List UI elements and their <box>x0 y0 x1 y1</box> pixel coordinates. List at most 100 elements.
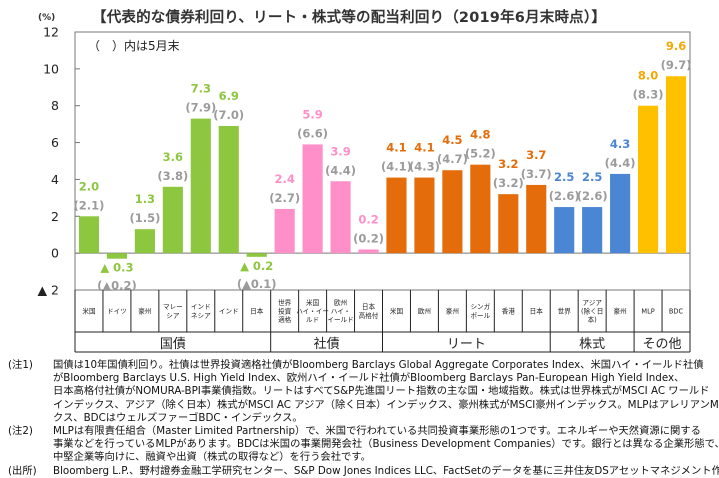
bar <box>554 207 575 254</box>
bar <box>442 170 463 254</box>
footnote-line: Bloomberg L.P.、野村證券金融工学研究センター、S&P Dow Jo… <box>53 464 719 477</box>
group-label: 株式 <box>579 337 605 352</box>
value-label: ▲ 0.3 <box>100 261 133 275</box>
category-label: BDC <box>669 308 684 316</box>
category-label: 日本 <box>530 307 544 316</box>
value-label: 2.5 <box>582 170 602 184</box>
bar <box>218 125 239 254</box>
value-label: 0.2 <box>358 212 378 226</box>
category-label: 米国 <box>306 298 320 307</box>
prev-value-label: (4.4) <box>605 156 636 170</box>
group-label: その他 <box>643 337 682 352</box>
footnote-head: (注2) <box>8 425 33 438</box>
footnote-line: MLPは有限責任組合（Master Limited Partnership）で、… <box>53 425 701 438</box>
y-tick-label: 0 <box>51 246 59 261</box>
y-tick-label: 8 <box>51 98 59 113</box>
value-label: 3.2 <box>498 157 518 171</box>
y-tick-label: 6 <box>51 135 59 150</box>
category-label: ネシア <box>191 312 211 320</box>
value-label: ▲ 0.2 <box>240 259 273 273</box>
bar <box>582 207 603 254</box>
footnote-head: (出所) <box>8 464 37 477</box>
category-label: 世界 <box>558 307 572 316</box>
y-tick-label: 10 <box>43 61 59 76</box>
category-label: イールド <box>327 316 353 324</box>
legend-note: （ ）内は5月末 <box>88 39 180 53</box>
category-label: 米国 <box>82 307 96 316</box>
footnote-body: Bloomberg L.P.、野村證券金融工学研究センター、S&P Dow Jo… <box>53 465 719 478</box>
category-label: 本) <box>588 315 597 324</box>
bar <box>190 118 211 254</box>
bar <box>414 177 435 254</box>
value-label: 3.9 <box>330 144 350 158</box>
category-label: 豪州 <box>446 307 459 316</box>
footnote-head: (注1) <box>8 359 33 371</box>
category-label: インド <box>219 308 239 316</box>
prev-value-label: (6.6) <box>297 126 328 140</box>
prev-value-label: (5.2) <box>465 147 496 161</box>
group-label: 社債 <box>314 336 340 352</box>
value-label: 6.9 <box>219 89 239 103</box>
footnote-line: インデックス、アジア（除く日本）株式がMSCI AC アジア（除く日本）インデッ… <box>53 398 719 411</box>
prev-value-label: (7.9) <box>185 101 216 115</box>
bar <box>106 253 127 259</box>
prev-value-label: (3.8) <box>157 169 188 183</box>
bar <box>162 186 183 254</box>
footnote-line: 国債は10年国債利回り。社債は世界投資適格社債がBloomberg Barcla… <box>53 359 704 371</box>
footnote-body: 国債は10年国債利回り。社債は世界投資適格社債がBloomberg Barcla… <box>53 359 719 425</box>
group-label: リート <box>447 337 486 352</box>
bar <box>134 229 155 254</box>
footnote-line: クス、BDCはウェルズファーゴBDC・インデックス。 <box>53 411 303 424</box>
category-label: (除く日 <box>581 307 603 316</box>
value-label: 1.3 <box>135 192 155 206</box>
prev-value-label: (1.5) <box>129 211 160 225</box>
value-label: 8.0 <box>638 69 658 83</box>
value-label: 4.8 <box>470 128 490 142</box>
value-label: 7.3 <box>191 82 211 96</box>
y-axis-unit: (%) <box>38 13 56 23</box>
y-tick-label: 12 <box>43 25 59 40</box>
footnote-line: 中堅企業等向けに、融資や出資（株式の取得など）を行う会社です。 <box>53 451 371 464</box>
prev-value-label: (▲0.2) <box>97 279 137 293</box>
category-label: 日本 <box>362 302 376 311</box>
prev-value-label: (▲0.1) <box>237 277 277 291</box>
category-label: シンガ <box>470 302 490 311</box>
category-label: アジア <box>582 299 602 307</box>
category-label: 米国 <box>390 307 404 316</box>
category-label: 高格付 <box>359 311 379 320</box>
footnote: (注2) MLPは有限責任組合（Master Limited Partnershi… <box>8 425 719 465</box>
bar <box>526 184 547 254</box>
category-label: マレー <box>163 303 183 311</box>
category-label: 日本 <box>250 307 264 316</box>
prev-value-label: (0.2) <box>353 231 384 245</box>
footnote-body: MLPは有限責任組合（Master Limited Partnership）で、… <box>53 425 719 465</box>
category-label: シア <box>166 312 180 320</box>
value-label: 3.6 <box>163 150 183 164</box>
bar <box>610 173 631 254</box>
chart-title: 【代表的な債券利回り、リート・株式等の配当利回り（2019年6月末時点）】 <box>92 10 607 26</box>
prev-value-label: (2.6) <box>549 189 580 203</box>
category-label: 投資 <box>278 307 292 316</box>
category-label: 香港 <box>502 307 516 316</box>
bar <box>638 105 659 254</box>
bar <box>78 216 100 254</box>
value-label: 9.6 <box>666 39 686 53</box>
prev-value-label: (8.3) <box>633 88 664 102</box>
category-label: 世界 <box>278 298 292 307</box>
prev-value-label: (4.7) <box>437 152 468 166</box>
category-label: ハイ・ <box>331 308 351 316</box>
y-tick-label: 2 <box>51 209 59 224</box>
category-label: 豪州 <box>614 307 627 316</box>
footnote-line: 日本高格付社債がNOMURA-BPI事業債指数。リートはすべてS&P先進国リート… <box>53 385 710 398</box>
value-label: 3.7 <box>526 148 546 162</box>
prev-value-label: (3.7) <box>521 167 552 181</box>
value-label: 5.9 <box>302 107 322 121</box>
bar <box>470 164 491 254</box>
value-label: 2.4 <box>274 172 294 186</box>
prev-value-label: (9.7) <box>661 58 692 72</box>
value-label: 2.5 <box>554 170 574 184</box>
footnote-line: がBloomberg Barclays U.S. High Yield Inde… <box>53 372 685 385</box>
value-label: 4.3 <box>610 137 630 151</box>
category-label: 欧州 <box>334 298 347 307</box>
bar <box>386 177 407 254</box>
